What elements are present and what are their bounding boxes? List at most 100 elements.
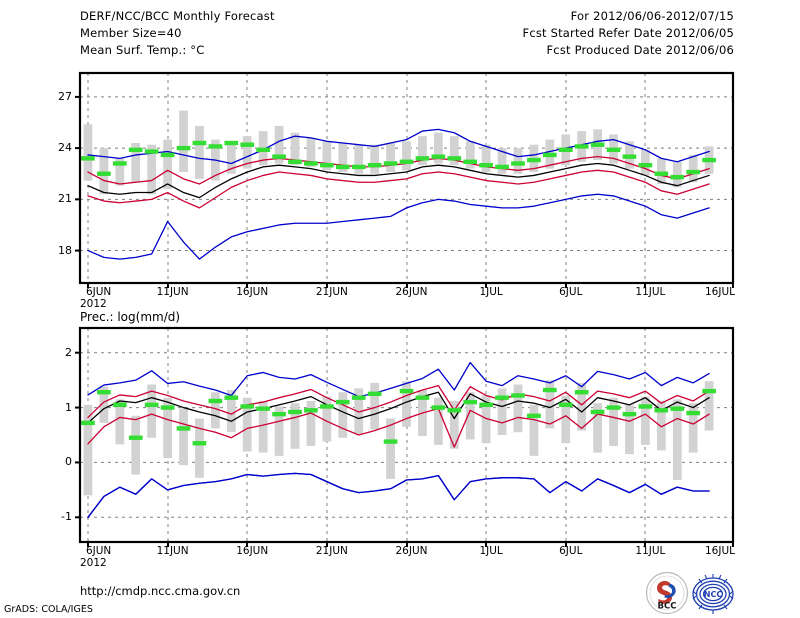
observed-marker	[192, 441, 207, 446]
observed-marker	[495, 164, 509, 170]
spread-bar	[513, 384, 523, 433]
observed-marker	[511, 161, 525, 166]
y-tick-label: 18	[58, 243, 72, 257]
observed-marker	[431, 405, 446, 410]
spread-bar	[99, 386, 109, 423]
spread-bar	[688, 154, 698, 183]
spread-bar	[83, 124, 93, 181]
spread-bar	[704, 381, 714, 431]
spread-bar	[641, 396, 650, 445]
observed-marker	[399, 388, 414, 394]
spread-bar	[179, 110, 188, 173]
observed-marker	[256, 147, 270, 153]
observed-marker	[81, 420, 95, 426]
observed-marker	[670, 406, 685, 411]
spread-bar	[322, 396, 332, 442]
spread-bar	[274, 406, 284, 456]
spread-bar	[163, 397, 172, 459]
x-tick-label: 11JUN	[156, 286, 189, 298]
observed-marker	[208, 398, 223, 404]
observed-marker	[574, 144, 589, 149]
series-line-lower-quartile	[87, 169, 710, 209]
x-tick-label: 6JUN	[85, 286, 112, 298]
spread-bar	[290, 403, 300, 449]
observed-marker	[240, 142, 255, 147]
observed-marker	[590, 142, 605, 147]
temperature-chart-svg	[75, 71, 735, 288]
y-tick-label: 2	[65, 345, 72, 359]
observed-marker	[192, 140, 207, 146]
spread-bar	[513, 148, 523, 174]
spread-bar	[99, 148, 109, 195]
observed-marker	[272, 411, 286, 417]
observed-marker	[606, 147, 621, 153]
spread-bar	[561, 395, 571, 444]
observed-marker	[654, 408, 669, 413]
spread-bar	[481, 395, 491, 444]
spread-bar	[147, 144, 157, 195]
observed-marker	[112, 402, 127, 408]
series-line-ensemble-mean	[87, 391, 710, 424]
spread-bar	[338, 143, 348, 173]
observed-marker	[670, 174, 685, 180]
observed-marker	[383, 161, 398, 166]
x-tick-label: 6JUN	[85, 545, 112, 557]
spread-bar	[210, 392, 220, 429]
observed-marker	[256, 406, 270, 411]
series-line-upper-quartile	[87, 156, 710, 185]
temperature-x-axis-year: 2012	[80, 298, 107, 310]
spread-bar	[656, 400, 666, 451]
observed-marker	[288, 159, 302, 164]
observed-marker	[351, 395, 366, 400]
observed-marker	[702, 388, 716, 394]
spread-bar	[402, 141, 411, 171]
observed-marker	[144, 402, 159, 408]
spread-bar	[354, 388, 364, 434]
observed-marker	[97, 390, 111, 395]
temperature-panel	[0, 0, 800, 300]
precipitation-panel	[0, 320, 800, 560]
observed-marker	[638, 404, 653, 409]
variable-label-temp: Mean Surf. Temp.: °C	[80, 43, 205, 57]
forecast-produced-label: Fcst Produced Date 2012/06/06	[546, 43, 734, 57]
observed-marker	[558, 147, 573, 153]
spread-bar	[226, 141, 236, 174]
ncc-logo: NCC	[690, 570, 736, 616]
y-tick-label: 1	[65, 400, 72, 414]
x-tick-label: 16JUL	[705, 545, 735, 557]
spread-bar	[115, 399, 125, 445]
x-tick-label: 26JUN	[395, 286, 428, 298]
observed-marker	[622, 154, 637, 159]
x-tick-label: 11JUN	[156, 545, 189, 557]
spread-bar	[306, 400, 316, 446]
observed-marker	[224, 140, 239, 146]
spread-bar	[258, 400, 268, 453]
observed-marker	[511, 393, 525, 398]
observed-marker	[304, 161, 318, 166]
observed-marker	[686, 169, 701, 175]
bcc-logo: BCC	[645, 571, 689, 615]
y-tick-label: 21	[58, 192, 72, 206]
x-tick-label: 6JUL	[559, 545, 583, 557]
spread-bar	[370, 144, 380, 174]
spread-bar	[147, 384, 157, 438]
observed-marker	[240, 404, 255, 409]
spread-bar	[593, 403, 603, 453]
spread-bar	[497, 388, 507, 435]
spread-bar	[577, 382, 587, 431]
x-tick-label: 11JUL	[635, 286, 666, 298]
series-line-upper-quartile	[87, 384, 710, 419]
observed-marker	[320, 162, 334, 168]
spread-bar	[370, 382, 380, 430]
spread-bar	[625, 404, 634, 455]
x-tick-label: 26JUN	[395, 545, 428, 557]
spread-bar	[131, 143, 141, 183]
forecast-period-label: For 2012/06/06-2012/07/15	[570, 9, 734, 23]
x-tick-label: 1JUL	[479, 545, 503, 557]
cmdp-url-link[interactable]: http://cmdp.ncc.cma.gov.cn	[80, 584, 241, 598]
x-tick-label: 21JUN	[315, 545, 348, 557]
spread-bar	[306, 137, 316, 167]
variable-label-prec: Prec.: log(mm/d)	[80, 310, 181, 324]
spread-bar	[418, 136, 427, 166]
observed-marker	[335, 399, 350, 405]
